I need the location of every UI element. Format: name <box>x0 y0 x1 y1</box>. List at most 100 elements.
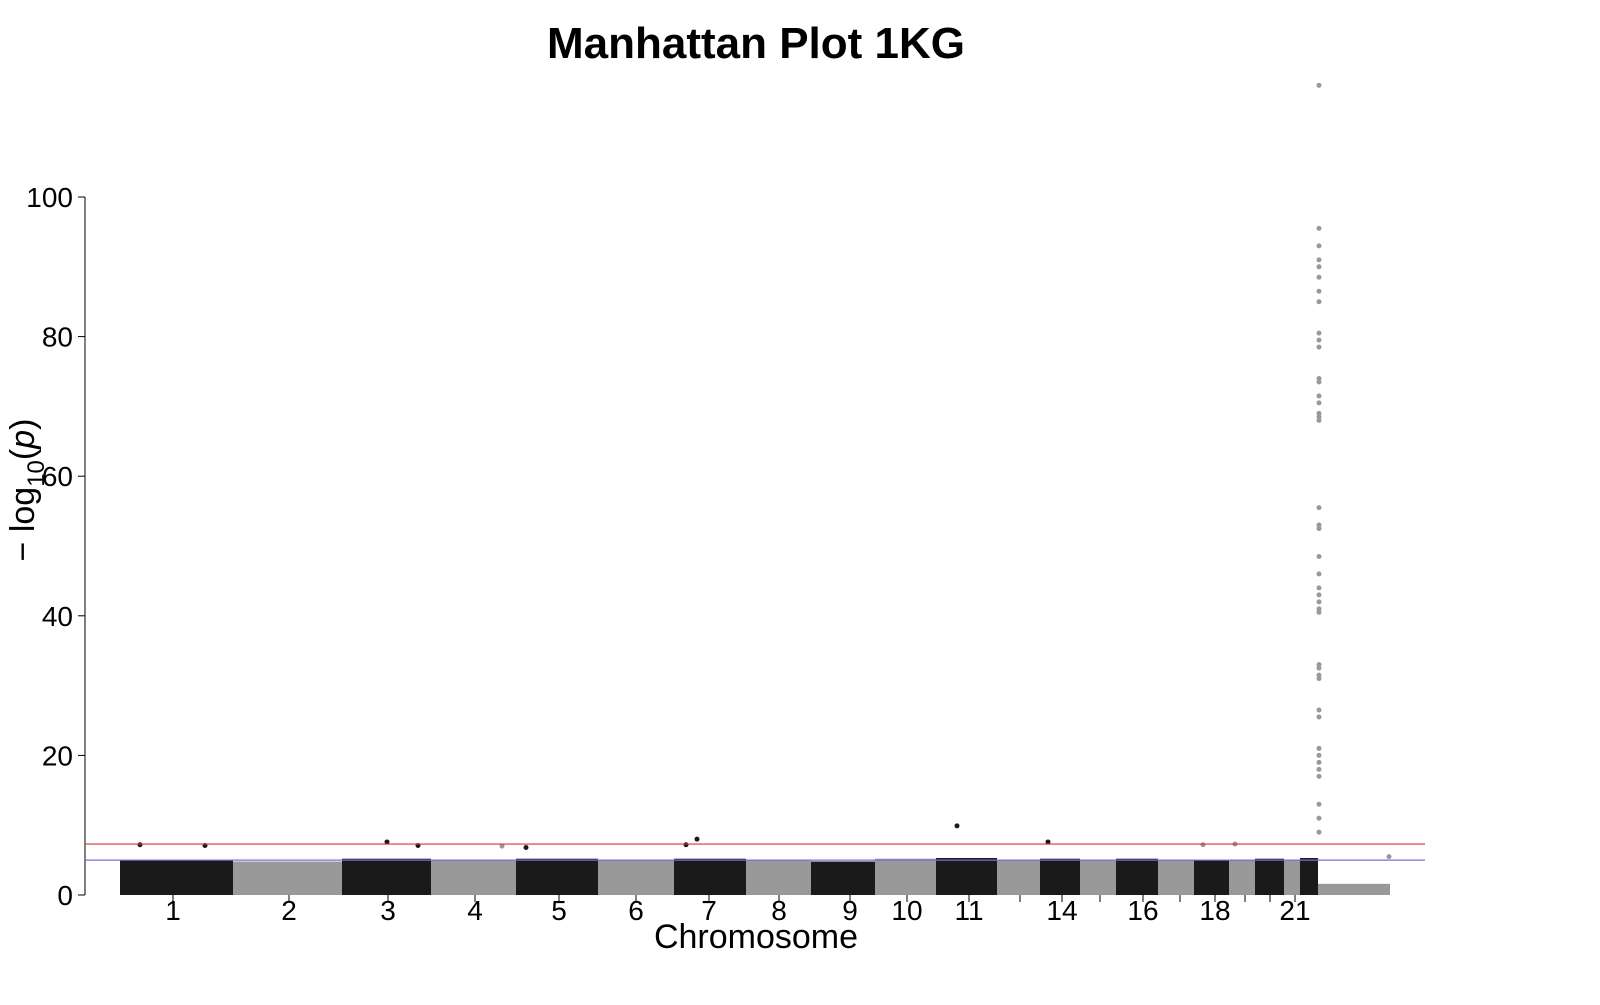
y-label-part: p <box>4 430 42 450</box>
chromosome-block <box>431 860 516 895</box>
x-tick-label: 10 <box>891 895 922 926</box>
x-tick-label: 11 <box>954 895 983 926</box>
x-tick-label: 7 <box>701 895 717 926</box>
chromosome-block <box>516 858 598 895</box>
snp-point <box>1316 375 1322 381</box>
snp-point <box>694 836 700 842</box>
chromosome-block <box>598 860 674 895</box>
snp-point <box>1316 759 1322 765</box>
snp-point <box>1316 225 1322 231</box>
chromosome-block <box>1040 858 1080 895</box>
snp-point <box>1316 606 1322 612</box>
chromosome-block <box>1194 860 1229 895</box>
y-tick-label: 40 <box>42 601 73 632</box>
snp-point <box>1316 299 1322 305</box>
chromosome-block <box>746 860 811 895</box>
chromosome-block <box>1116 858 1158 895</box>
snp-point <box>1316 82 1322 88</box>
y-label-sub: 10 <box>23 460 50 487</box>
snp-point <box>137 842 143 848</box>
x-tick-label: 1 <box>165 895 181 926</box>
snp-point <box>1316 274 1322 280</box>
snp-point <box>1316 417 1322 423</box>
snp-point <box>1316 379 1322 385</box>
chart-title: Manhattan Plot 1KG <box>547 19 965 68</box>
x-tick-label: 21 <box>1279 895 1310 926</box>
snp-point <box>1316 752 1322 758</box>
x-tick-label: 8 <box>771 895 787 926</box>
snp-point <box>1316 714 1322 720</box>
snp-point <box>1316 592 1322 598</box>
chromosome-block <box>1080 860 1116 895</box>
snp-point <box>1316 330 1322 336</box>
y-label-part: ( <box>4 448 42 460</box>
snp-point <box>1316 676 1322 682</box>
snp-point <box>1316 400 1322 406</box>
x-tick-label: 14 <box>1046 895 1077 926</box>
snp-point <box>1316 672 1322 678</box>
snp-point <box>1316 599 1322 605</box>
snp-point <box>1316 766 1322 772</box>
snp-point <box>1316 773 1322 779</box>
chromosome-block <box>342 858 431 895</box>
x-tick-label: 16 <box>1127 895 1158 926</box>
snp-point <box>1316 553 1322 559</box>
snp-point <box>954 823 960 829</box>
snp-point <box>1316 571 1322 577</box>
snp-point <box>1386 854 1392 860</box>
x-tick-label: 3 <box>380 895 396 926</box>
chromosome-block <box>1229 860 1255 895</box>
snp-point <box>683 842 689 848</box>
snp-point <box>1316 522 1322 528</box>
snp-point <box>1316 609 1322 615</box>
snp-point <box>1316 585 1322 591</box>
snp-point <box>1316 707 1322 713</box>
y-tick-label: 80 <box>42 322 73 353</box>
chromosome-block <box>811 861 875 895</box>
snp-point <box>1316 505 1322 511</box>
snp-point <box>1316 665 1322 671</box>
y-axis-label: − log10(p) <box>4 419 50 562</box>
chromosome-block <box>120 860 233 895</box>
chromosome-block <box>997 860 1040 895</box>
chromosome-block <box>936 858 997 895</box>
chromosome-block <box>1318 883 1390 895</box>
x-tick-label: 2 <box>281 895 297 926</box>
chromosome-block <box>1284 860 1300 895</box>
x-axis-label: Chromosome <box>654 918 858 956</box>
snp-point <box>1316 815 1322 821</box>
chromosome-block <box>233 861 342 895</box>
snp-point <box>1316 337 1322 343</box>
snp-point <box>1316 829 1322 835</box>
chromosome-block <box>875 858 936 895</box>
snp-point <box>1316 257 1322 263</box>
x-tick-label: 5 <box>551 895 567 926</box>
snp-point <box>1316 264 1322 270</box>
y-tick-label: 20 <box>42 740 73 771</box>
snp-point <box>1316 662 1322 668</box>
chromosome-block <box>1255 858 1284 895</box>
y-label-part: − log <box>4 487 42 562</box>
snp-point <box>1316 801 1322 807</box>
snp-point <box>1316 344 1322 350</box>
snp-point <box>1316 393 1322 399</box>
snp-point <box>1316 243 1322 249</box>
y-label-part: ) <box>4 419 42 430</box>
y-tick-label: 0 <box>57 880 73 911</box>
snp-point <box>1316 745 1322 751</box>
snp-point <box>1045 839 1051 845</box>
snp-point <box>1316 288 1322 294</box>
chromosome-block <box>1158 860 1194 895</box>
x-tick-label: 18 <box>1199 895 1230 926</box>
x-tick-label: 4 <box>467 895 483 926</box>
y-tick-label: 60 <box>42 461 73 492</box>
snp-point <box>1316 526 1322 532</box>
y-tick-label: 100 <box>26 182 73 213</box>
chromosome-block <box>674 858 746 895</box>
snp-point <box>384 839 390 845</box>
snp-point <box>1316 410 1322 416</box>
snp-point <box>499 843 505 849</box>
